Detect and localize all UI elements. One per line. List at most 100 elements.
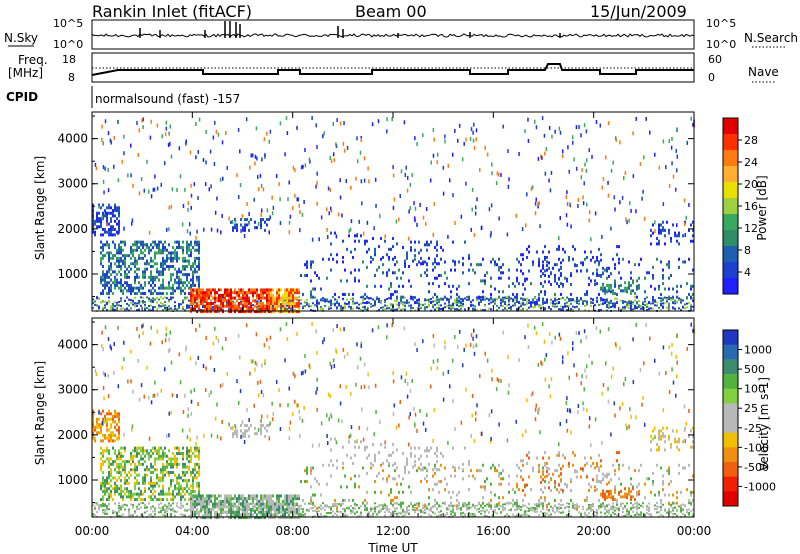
data-cell	[164, 452, 166, 456]
data-cell	[134, 292, 136, 296]
data-cell	[368, 511, 370, 514]
data-cell	[446, 305, 448, 308]
data-cell	[424, 306, 426, 309]
data-cell	[240, 301, 242, 305]
data-cell	[554, 302, 556, 305]
data-cell	[134, 240, 136, 244]
data-cell	[514, 295, 516, 299]
data-cell	[102, 503, 104, 506]
data-cell	[102, 433, 104, 437]
data-cell	[564, 276, 566, 280]
data-cell	[182, 307, 184, 310]
data-cell	[602, 502, 604, 505]
data-cell	[110, 267, 112, 271]
data-cell	[528, 269, 530, 273]
data-cell	[588, 507, 590, 510]
data-cell	[164, 267, 166, 271]
data-cell	[580, 261, 582, 265]
data-cell	[148, 281, 150, 285]
data-cell	[690, 116, 692, 121]
data-cell	[420, 248, 422, 252]
data-cell	[634, 502, 636, 505]
data-cell	[210, 184, 212, 189]
data-cell	[260, 304, 262, 308]
data-cell	[652, 296, 654, 299]
data-cell	[290, 301, 292, 305]
data-cell	[259, 173, 262, 178]
data-cell	[650, 513, 652, 516]
data-cell	[570, 299, 572, 302]
data-cell	[540, 503, 542, 506]
data-cell	[506, 502, 508, 505]
data-cell	[406, 511, 408, 514]
data-cell	[230, 220, 232, 224]
data-cell	[660, 223, 662, 227]
data-cell	[118, 412, 120, 416]
data-cell	[148, 495, 150, 499]
data-cell	[591, 154, 593, 159]
colorbar-tick-label: 12	[744, 222, 758, 235]
data-cell	[236, 299, 238, 303]
data-cell	[108, 254, 110, 258]
data-cell	[152, 484, 154, 488]
data-cell	[260, 212, 262, 217]
data-cell	[164, 511, 166, 514]
data-cell	[348, 229, 350, 234]
data-cell	[184, 465, 186, 469]
data-cell	[106, 449, 108, 453]
data-cell	[688, 302, 690, 305]
data-cell	[156, 246, 158, 250]
data-cell	[172, 495, 174, 499]
data-cell	[156, 452, 158, 456]
data-cell	[580, 297, 582, 300]
data-cell	[543, 133, 546, 138]
data-cell	[108, 412, 110, 416]
data-cell	[192, 307, 194, 311]
data-cell	[182, 246, 184, 250]
data-cell	[418, 251, 420, 255]
data-cell	[429, 178, 432, 183]
data-cell	[379, 214, 381, 219]
data-cell	[564, 302, 566, 305]
data-cell	[518, 514, 520, 517]
data-cell	[430, 514, 432, 517]
data-cell	[253, 197, 255, 202]
data-cell	[354, 276, 356, 280]
data-cell	[202, 288, 204, 292]
data-cell	[506, 296, 508, 299]
data-cell	[544, 307, 546, 310]
data-cell	[244, 296, 246, 300]
data-cell	[188, 305, 190, 308]
data-cell	[130, 283, 132, 287]
data-cell	[678, 257, 680, 261]
data-cell	[186, 248, 188, 252]
data-cell	[246, 304, 248, 308]
data-cell	[150, 289, 152, 293]
data-cell	[463, 141, 465, 146]
data-cell	[104, 460, 106, 464]
data-cell	[390, 247, 392, 251]
data-cell	[288, 301, 290, 305]
data-cell	[554, 305, 556, 308]
data-cell	[352, 302, 354, 305]
data-cell	[198, 267, 200, 271]
data-cell	[240, 310, 242, 314]
data-cell	[104, 487, 106, 491]
data-cell	[314, 304, 316, 307]
data-cell	[198, 288, 200, 292]
data-cell	[526, 302, 528, 305]
data-cell	[108, 462, 110, 466]
data-cell	[452, 193, 454, 198]
data-cell	[186, 240, 188, 244]
data-cell	[618, 507, 620, 510]
data-cell	[432, 300, 434, 303]
data-cell	[148, 513, 150, 516]
data-cell	[386, 298, 388, 301]
data-cell	[472, 268, 474, 272]
data-cell	[358, 307, 360, 310]
data-cell	[92, 230, 94, 234]
data-cell	[632, 281, 634, 285]
data-cell	[574, 306, 576, 309]
data-cell	[304, 300, 306, 303]
data-cell	[336, 307, 338, 310]
